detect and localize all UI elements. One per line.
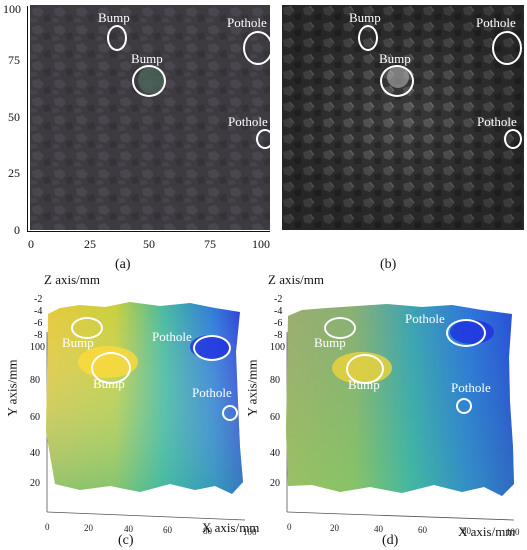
x-axis-line <box>27 231 270 232</box>
d-pothole-mid-label: Pothole <box>451 380 491 395</box>
y-tick-75: 75 <box>8 53 20 67</box>
d-bump-mid-ellipse <box>346 354 384 384</box>
pothole-top-ellipse <box>243 31 270 65</box>
caption-a: (a) <box>115 257 131 272</box>
d-x-tick-100: 100 <box>506 527 520 537</box>
x-tick-50: 50 <box>143 237 155 251</box>
c-z-tick-2: -2 <box>34 294 43 305</box>
y-tick-50: 50 <box>8 110 20 124</box>
x-tick-100: 100 <box>252 237 270 251</box>
b-pothole-top-label: Pothole <box>476 15 516 30</box>
panel-a: 100 75 50 25 0 Bump Bump Pothole Pothol <box>0 0 270 272</box>
road-texture <box>30 5 270 230</box>
d-x-tick-0: 0 <box>287 522 292 532</box>
d-x-tick-60: 60 <box>418 525 428 535</box>
c-bump-top-label: Bump <box>62 335 94 350</box>
b-bump-mid-ellipse <box>380 65 414 97</box>
pothole-top-label: Pothole <box>227 15 267 30</box>
b-bump-top-ellipse <box>358 25 378 51</box>
gray-image: Bump Bump Pothole Pothole <box>282 5 524 230</box>
d-x-tick-40: 40 <box>374 524 384 534</box>
y-tick-100: 100 <box>3 2 21 16</box>
d-bump-mid-label: Bump <box>348 377 380 392</box>
y-tick-0: 0 <box>14 223 20 237</box>
panel-c: Z axis/mm -2 -4 -6 -8 100 80 60 40 20 Y … <box>0 272 268 550</box>
c-x-tick-80: 80 <box>203 526 213 536</box>
bump-mid-label: Bump <box>131 51 163 66</box>
c-pothole-mid-ellipse <box>222 405 238 421</box>
d-y-tick-80: 80 <box>270 375 280 386</box>
y-axis-line <box>27 6 28 231</box>
b-pothole-top-ellipse <box>492 31 522 65</box>
bump-top-label: Bump <box>98 10 130 25</box>
y-tick-25: 25 <box>8 166 20 180</box>
d-x-tick-80: 80 <box>462 526 472 536</box>
c-x-tick-40: 40 <box>124 524 134 534</box>
c-bump-top-ellipse <box>71 317 103 339</box>
c-x-tick-60: 60 <box>163 525 173 535</box>
d-z-tick-2: -2 <box>274 294 283 305</box>
d-x-tick-20: 20 <box>330 523 340 533</box>
d-y-label: Y axis/mm <box>244 359 260 417</box>
d-x-label: X axis/mm <box>458 524 516 539</box>
c-z-label: Z axis/mm <box>44 272 100 287</box>
caption-d: (d) <box>382 533 399 548</box>
panel-d: Z axis/mm -2 -4 -6 -8 100 80 60 40 20 Y … <box>244 272 527 550</box>
c-z-tick-8: -8 <box>34 330 43 341</box>
b-pothole-mid-ellipse <box>504 129 522 149</box>
d-pothole-top-ellipse <box>446 319 486 347</box>
c-y-tick-60: 60 <box>30 412 40 423</box>
c-x-label: X axis/mm <box>202 520 260 535</box>
x-tick-0: 0 <box>28 237 34 251</box>
b-bump-mid-label: Bump <box>379 51 411 66</box>
c-z-tick-4: -4 <box>34 306 43 317</box>
b-pothole-mid-label: Pothole <box>477 114 517 129</box>
c-bump-mid-ellipse <box>91 352 131 384</box>
caption-b: (b) <box>380 257 397 272</box>
d-pothole-mid-ellipse <box>456 398 472 414</box>
d-z-tick-6: -6 <box>274 318 283 329</box>
d-bump-top-label: Bump <box>314 335 346 350</box>
road-photo: Bump Bump Pothole Pothole <box>30 5 270 230</box>
c-y-tick-80: 80 <box>30 375 40 386</box>
bump-mid-ellipse <box>132 65 166 97</box>
c-pothole-mid-label: Pothole <box>192 385 232 400</box>
pothole-mid-ellipse <box>256 129 270 149</box>
c-pothole-top-label: Pothole <box>152 329 192 344</box>
c-y-tick-40: 40 <box>30 448 40 459</box>
d-pothole-top-label: Pothole <box>405 311 445 326</box>
d-surface-plot: 0 20 40 60 80 100 <box>286 304 520 537</box>
c-x-tick-20: 20 <box>84 523 94 533</box>
d-z-tick-8: -8 <box>274 330 283 341</box>
bump-top-ellipse <box>107 25 127 51</box>
d-y-tick-60: 60 <box>270 412 280 423</box>
d-bump-top-ellipse <box>324 317 356 339</box>
gray-texture <box>282 5 524 230</box>
c-y-tick-100: 100 <box>30 342 45 353</box>
c-x-tick-0: 0 <box>45 522 50 532</box>
d-y-tick-20: 20 <box>270 478 280 489</box>
c-z-tick-6: -6 <box>34 318 43 329</box>
c-pothole-top-ellipse <box>193 335 231 361</box>
x-tick-75: 75 <box>204 237 216 251</box>
c-bump-mid-label: Bump <box>93 376 125 391</box>
x-tick-25: 25 <box>84 237 96 251</box>
b-bump-top-label: Bump <box>349 10 381 25</box>
caption-c: (c) <box>118 533 134 548</box>
pothole-mid-label: Pothole <box>228 114 268 129</box>
d-y-tick-100: 100 <box>270 342 285 353</box>
d-z-tick-4: -4 <box>274 306 283 317</box>
d-z-label: Z axis/mm <box>268 272 324 287</box>
c-y-tick-20: 20 <box>30 478 40 489</box>
c-x-tick-100: 100 <box>243 527 257 537</box>
d-y-tick-40: 40 <box>270 448 280 459</box>
